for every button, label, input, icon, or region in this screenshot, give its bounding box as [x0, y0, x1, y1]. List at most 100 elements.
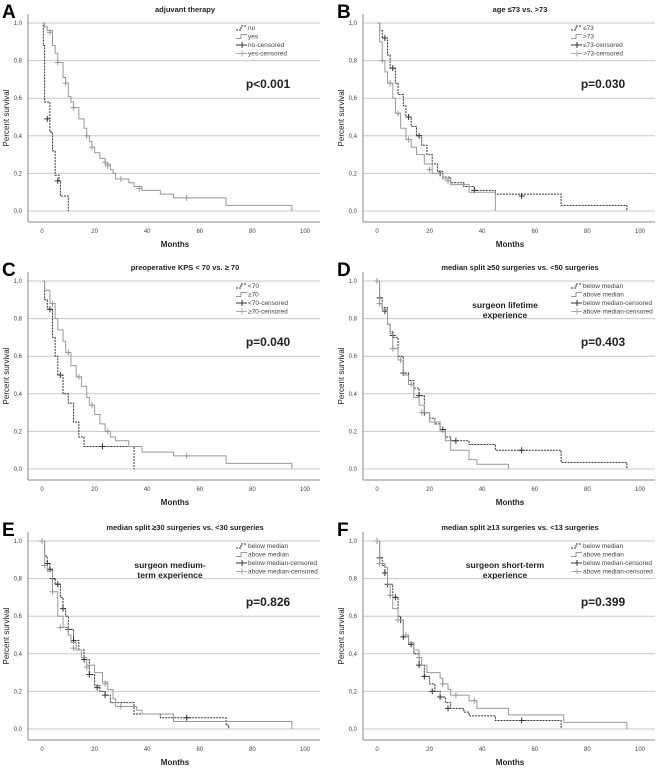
x-tick-label: 40 — [479, 229, 486, 235]
x-tick-label: 80 — [584, 229, 591, 235]
censor-mark — [387, 592, 394, 599]
y-axis-label: Percent survival — [337, 347, 346, 404]
y-tick-label: 0,2 — [349, 171, 358, 177]
censor-mark — [86, 671, 93, 678]
censor-mark — [395, 616, 402, 623]
survival-curve-group1 — [42, 22, 69, 211]
censor-mark — [452, 437, 459, 444]
censor-mark — [70, 104, 77, 111]
survival-curve-group2 — [42, 280, 293, 469]
y-tick-label: 0,0 — [14, 467, 23, 473]
legend-swatch — [571, 308, 582, 315]
censor-mark — [518, 447, 525, 454]
legend-swatch — [236, 568, 247, 575]
x-tick-label: 80 — [249, 747, 256, 753]
x-tick-label: 60 — [531, 747, 538, 753]
censor-mark — [75, 373, 82, 380]
censor-mark — [416, 132, 423, 139]
panel-letter: E — [2, 520, 15, 541]
censor-mark — [421, 673, 428, 680]
censor-mark — [402, 632, 409, 638]
y-tick-label: 0,6 — [14, 614, 23, 620]
legend-swatch — [571, 543, 582, 549]
chart-title: adjuvant therapy — [155, 5, 216, 14]
censor-mark — [392, 594, 399, 601]
legend-label: below median-censored — [583, 300, 652, 307]
y-tick-label: 1,0 — [349, 21, 358, 27]
legend-label: above median-censored — [583, 569, 653, 576]
x-tick-label: 100 — [635, 487, 646, 493]
x-tick-label: 0 — [375, 229, 379, 235]
chart-title: age ≤73 vs. >73 — [493, 5, 548, 14]
y-tick-label: 0.2 — [349, 429, 358, 435]
legend-swatch — [236, 42, 247, 48]
legend-swatch — [571, 283, 582, 289]
y-tick-label: 0.4 — [349, 392, 358, 398]
censor-mark — [426, 166, 433, 173]
legend-label: >73 — [583, 34, 594, 41]
x-tick-label: 80 — [249, 229, 256, 235]
survival-curve-group1 — [42, 280, 135, 469]
censor-mark — [54, 177, 61, 184]
y-tick-label: 0,8 — [14, 317, 23, 323]
censor-mark — [57, 624, 64, 631]
y-tick-label: 0,0 — [14, 727, 23, 733]
censor-mark — [376, 300, 383, 307]
legend-swatch — [571, 292, 582, 297]
p-value: p=0.403 — [581, 335, 626, 349]
censor-mark — [57, 372, 64, 378]
x-tick-label: 40 — [144, 747, 151, 753]
legend-swatch — [571, 25, 582, 31]
y-tick-label: 0,4 — [349, 652, 358, 658]
p-value: p<0.001 — [246, 77, 291, 91]
x-tick-label: 60 — [196, 747, 203, 753]
censor-mark — [431, 419, 438, 425]
x-tick-label: 20 — [426, 487, 433, 493]
legend-label: ≥70-censored — [248, 309, 288, 316]
censor-mark — [374, 278, 380, 284]
y-tick-label: 0,2 — [349, 689, 358, 695]
censor-mark — [418, 409, 425, 416]
legend-swatch — [571, 42, 582, 48]
legend-label: yes — [248, 34, 259, 41]
legend-swatch — [571, 50, 582, 57]
censor-mark — [437, 694, 444, 701]
censor-mark — [39, 538, 45, 544]
censor-mark — [183, 714, 190, 721]
y-tick-label: 0,8 — [14, 59, 23, 65]
x-tick-label: 20 — [91, 747, 98, 753]
x-tick-label: 60 — [196, 229, 203, 235]
p-value: p=0.826 — [246, 595, 291, 609]
survival-curve-group1 — [42, 540, 230, 729]
legend-swatch — [236, 552, 247, 557]
legend-label: below median — [248, 543, 288, 550]
panel-letter: F — [337, 520, 349, 541]
legend-swatch — [571, 552, 582, 557]
censor-mark — [104, 428, 111, 435]
legend-swatch — [236, 300, 247, 306]
censor-mark — [405, 136, 412, 143]
x-tick-label: 100 — [635, 229, 646, 235]
legend-swatch — [236, 283, 247, 289]
censor-mark — [54, 59, 61, 66]
censor-mark — [41, 562, 48, 569]
legend-swatch — [236, 34, 247, 39]
legend-swatch — [236, 560, 247, 566]
censor-mark — [60, 605, 67, 612]
legend-label: <70 — [248, 283, 259, 290]
y-tick-label: 0,6 — [14, 96, 23, 102]
censor-mark — [102, 692, 109, 699]
y-tick-label: 0,6 — [14, 354, 23, 360]
censor-mark — [65, 349, 72, 356]
y-tick-label: 0,2 — [14, 171, 23, 177]
x-tick-label: 40 — [144, 487, 151, 493]
panel-letter: D — [337, 260, 351, 281]
censor-mark — [136, 185, 143, 192]
x-tick-label: 80 — [584, 487, 591, 493]
y-tick-label: 0,0 — [14, 209, 23, 215]
